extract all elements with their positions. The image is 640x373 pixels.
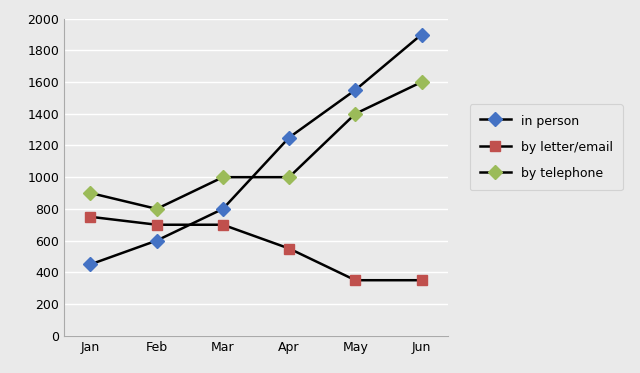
in person bbox=[153, 238, 161, 243]
Line: by letter/email: by letter/email bbox=[86, 212, 426, 285]
by telephone bbox=[219, 175, 227, 179]
by letter/email bbox=[219, 222, 227, 227]
in person bbox=[219, 207, 227, 211]
by letter/email bbox=[351, 278, 359, 282]
in person bbox=[86, 262, 94, 267]
by letter/email bbox=[86, 214, 94, 219]
by telephone bbox=[86, 191, 94, 195]
in person bbox=[418, 32, 426, 37]
by letter/email bbox=[285, 246, 293, 251]
Legend: in person, by letter/email, by telephone: in person, by letter/email, by telephone bbox=[470, 104, 623, 190]
by telephone bbox=[351, 112, 359, 116]
in person bbox=[351, 88, 359, 92]
by telephone bbox=[418, 80, 426, 84]
by telephone bbox=[153, 207, 161, 211]
by letter/email bbox=[418, 278, 426, 282]
by telephone bbox=[285, 175, 293, 179]
Line: by telephone: by telephone bbox=[86, 77, 426, 214]
Line: in person: in person bbox=[86, 29, 426, 269]
by letter/email bbox=[153, 222, 161, 227]
in person bbox=[285, 135, 293, 140]
